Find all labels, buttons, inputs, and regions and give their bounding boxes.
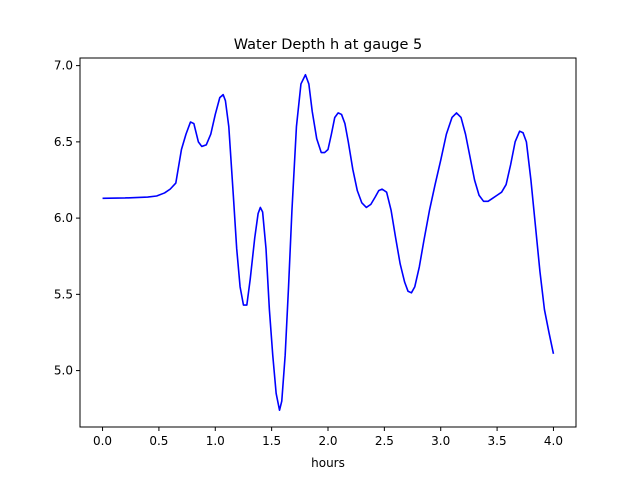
chart-title: Water Depth h at gauge 5 xyxy=(234,37,422,53)
series-line-0 xyxy=(102,73,555,412)
x-tick-label: 1.5 xyxy=(262,434,281,448)
y-tick-label: 5.0 xyxy=(54,364,73,378)
x-tick-label: 4.0 xyxy=(544,434,563,448)
x-tick-label: 0.0 xyxy=(93,434,112,448)
x-tick-label: 1.0 xyxy=(206,434,225,448)
axis-ticks: 0.0 0.5 1.0 1.5 2.0 2.5 3.0 3.5 4.0 5.0 5.5 6.0 6.5 7… xyxy=(54,59,563,448)
x-tick-label: 3.5 xyxy=(488,434,507,448)
y-tick-label: 6.0 xyxy=(54,211,73,225)
x-axis-label: hours xyxy=(311,456,345,470)
y-tick-label: 6.5 xyxy=(54,135,73,149)
x-tick-label: 0.5 xyxy=(149,434,168,448)
y-tick-label: 7.0 xyxy=(54,59,73,73)
x-tick-label: 2.5 xyxy=(375,434,394,448)
x-tick-label: 2.0 xyxy=(318,434,337,448)
x-tick-label: 3.0 xyxy=(431,434,450,448)
y-tick-label: 5.5 xyxy=(54,287,73,301)
